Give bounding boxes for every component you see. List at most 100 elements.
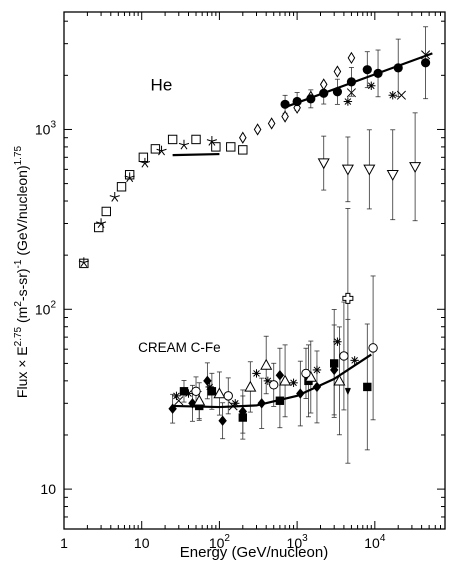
marker-cross-stroke bbox=[346, 88, 356, 98]
y-axis-label: Flux × E2.75 (m2-s-sr)-1 (GeV/nucleon)1.… bbox=[13, 145, 30, 398]
data-point bbox=[267, 117, 276, 130]
marker-filled-diamond bbox=[218, 415, 227, 426]
data-point bbox=[296, 388, 305, 399]
marker-filled-circle bbox=[280, 99, 290, 109]
data-point bbox=[317, 158, 330, 170]
data-point bbox=[191, 386, 201, 396]
data-point bbox=[319, 88, 329, 98]
data-point bbox=[269, 380, 279, 390]
data-point bbox=[206, 136, 217, 146]
data-point bbox=[124, 172, 135, 183]
marker-star-ray bbox=[183, 144, 188, 150]
data-point bbox=[396, 90, 406, 100]
marker-star-ray bbox=[144, 162, 149, 168]
marker-asterisk-stroke bbox=[367, 82, 375, 90]
data-point bbox=[195, 401, 204, 411]
marker-open-circle bbox=[301, 368, 311, 379]
marker-open-triangle-down bbox=[317, 158, 330, 170]
marker-cross-stroke bbox=[228, 401, 238, 411]
data-point bbox=[347, 51, 356, 65]
data-point bbox=[362, 65, 372, 75]
marker-star-ray bbox=[129, 177, 134, 183]
marker-open-triangle-up bbox=[279, 374, 292, 386]
marker-asterisk-stroke bbox=[253, 370, 260, 377]
marker-open-square bbox=[238, 145, 248, 155]
marker-open-square bbox=[211, 142, 221, 152]
data-point bbox=[367, 81, 376, 90]
marker-open-circle bbox=[269, 380, 279, 390]
marker-cross-stroke bbox=[396, 90, 406, 100]
data-point bbox=[167, 134, 178, 145]
x-tick-label: 1 bbox=[60, 535, 68, 551]
data-point bbox=[191, 134, 201, 145]
data-point bbox=[179, 387, 189, 396]
data-point bbox=[156, 145, 167, 156]
data-point bbox=[420, 58, 431, 68]
marker-filled-square bbox=[179, 387, 189, 396]
marker-filled-diamond bbox=[257, 398, 266, 409]
marker-star-ray bbox=[80, 262, 85, 268]
marker-star-ray bbox=[95, 221, 102, 224]
marker-open-diamond bbox=[319, 78, 328, 91]
data-point bbox=[339, 351, 349, 361]
data-point bbox=[279, 374, 292, 386]
marker-asterisk-stroke bbox=[351, 357, 358, 364]
marker-filled-diamond bbox=[203, 375, 212, 387]
marker-open-diamond bbox=[253, 123, 262, 136]
data-point bbox=[368, 343, 378, 353]
marker-cross-stroke bbox=[421, 50, 431, 60]
data-point bbox=[211, 142, 221, 152]
marker-star-ray bbox=[183, 142, 190, 146]
data-point bbox=[350, 356, 359, 365]
marker-open-circle bbox=[223, 391, 233, 401]
data-point bbox=[346, 88, 356, 98]
marker-star-ray bbox=[100, 221, 107, 224]
marker-asterisk-stroke bbox=[290, 379, 297, 387]
data-point bbox=[329, 359, 339, 368]
marker-star-ray bbox=[83, 260, 89, 263]
data-point bbox=[393, 63, 403, 73]
marker-open-triangle-up bbox=[244, 380, 257, 392]
marker-filled-circle bbox=[319, 88, 329, 98]
data-point bbox=[188, 398, 197, 409]
marker-open-square bbox=[167, 134, 178, 145]
y-axis: 10 102 103 bbox=[35, 20, 445, 530]
marker-filled-circle bbox=[346, 77, 357, 87]
marker-filled-circle bbox=[373, 68, 383, 79]
marker-open-triangle-up bbox=[193, 394, 206, 406]
annotation-he: He bbox=[151, 75, 173, 94]
data-point bbox=[275, 396, 285, 405]
data-point bbox=[101, 206, 111, 217]
marker-star-ray bbox=[124, 175, 130, 179]
data-point bbox=[332, 87, 343, 97]
data-point bbox=[263, 376, 273, 386]
marker-filled-square bbox=[207, 387, 217, 396]
data-point bbox=[95, 218, 107, 228]
data-point bbox=[174, 396, 184, 406]
data-point bbox=[292, 96, 302, 107]
marker-star-ray bbox=[161, 148, 167, 152]
marker-filled-square bbox=[329, 359, 339, 368]
marker-open-triangle-up bbox=[333, 374, 346, 386]
marker-star-ray bbox=[178, 142, 185, 146]
marker-open-triangle-down bbox=[386, 170, 399, 181]
marker-filled-circle bbox=[362, 65, 372, 75]
data-point bbox=[109, 192, 120, 202]
data-point bbox=[218, 415, 227, 426]
marker-open-square bbox=[191, 134, 201, 145]
marker-star-ray bbox=[211, 139, 217, 142]
data-point bbox=[138, 152, 149, 163]
data-point bbox=[260, 358, 273, 370]
marker-star-ray bbox=[208, 140, 213, 146]
marker-filled-square bbox=[195, 401, 204, 411]
marker-star-ray bbox=[97, 223, 102, 228]
x-tick-label: 10 bbox=[134, 535, 150, 551]
data-point bbox=[78, 257, 89, 268]
marker-open-triangle-up bbox=[213, 387, 226, 399]
marker-star-ray bbox=[139, 161, 146, 164]
marker-open-circle bbox=[368, 343, 378, 353]
data-point bbox=[168, 403, 177, 414]
marker-star-ray bbox=[100, 223, 105, 228]
data-point bbox=[223, 391, 233, 401]
